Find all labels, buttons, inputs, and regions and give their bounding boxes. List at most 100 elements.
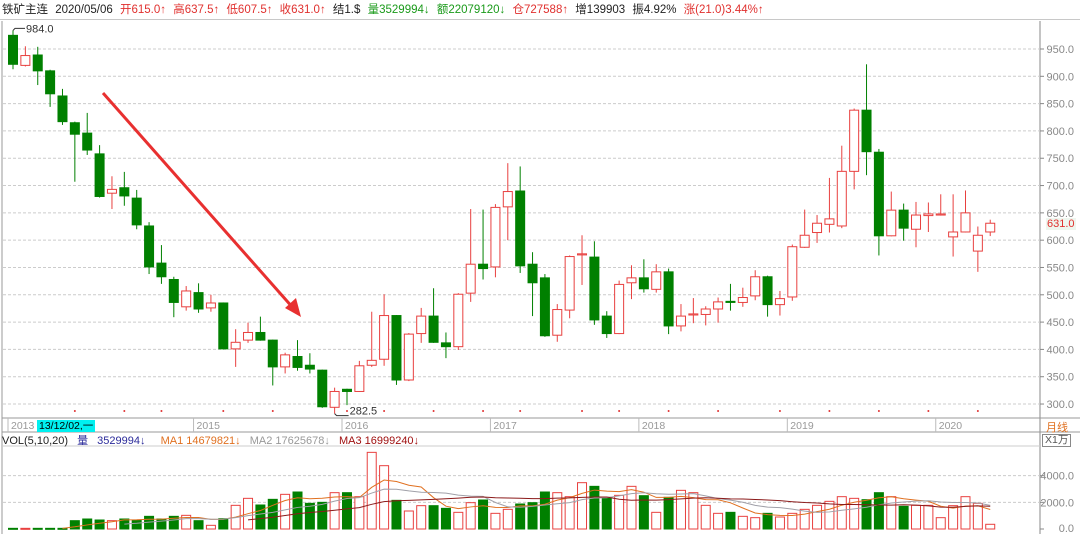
candle-body [774, 298, 785, 306]
volume-bar [799, 508, 810, 530]
candle [255, 316, 266, 341]
candle [317, 369, 328, 408]
volume-bar [453, 511, 464, 530]
candle [527, 252, 538, 317]
event-marker [160, 410, 163, 412]
candle-body [119, 187, 130, 197]
price-tick-label: 550.0 [1046, 262, 1074, 274]
candle-body [923, 213, 934, 217]
candle-body [589, 256, 600, 321]
candle [280, 352, 291, 374]
volume-bar [713, 512, 724, 530]
candle-body [737, 297, 748, 303]
volume-bar [539, 491, 550, 530]
candle-body [552, 309, 563, 336]
volume-bar [341, 492, 352, 530]
candle-body [366, 359, 377, 366]
volume-bar [849, 497, 860, 530]
candle [577, 235, 588, 285]
candle-body [638, 277, 649, 290]
candle [243, 322, 254, 343]
volume-bar [762, 512, 773, 530]
candle-body [849, 109, 860, 172]
candle [824, 177, 835, 233]
volume-bar [292, 491, 303, 530]
candle-body [379, 315, 390, 360]
candle-body [688, 313, 699, 316]
vol-current: 3529994↓ [97, 435, 146, 447]
year-label: 2015 [197, 420, 221, 432]
candle [515, 166, 526, 273]
candle-body [20, 55, 31, 66]
volume-bar [69, 520, 80, 530]
candle-body [515, 190, 526, 267]
oi-change: 增139903 [575, 4, 626, 16]
open-interest: 仓727588↑ [512, 4, 569, 16]
candle-body [329, 390, 340, 408]
candle-body [725, 300, 736, 303]
candle [218, 302, 229, 350]
candle [688, 298, 699, 324]
volume-bar [552, 492, 563, 530]
settle-price: 结1.$ [332, 4, 361, 16]
volume-bar [57, 527, 68, 530]
price-tick-label: 400.0 [1046, 344, 1074, 356]
candle [267, 339, 278, 386]
volume-bar [651, 511, 662, 530]
candle [391, 314, 402, 385]
candle-body [193, 292, 204, 310]
candle [181, 286, 192, 311]
volume-bar [614, 494, 625, 530]
price-tick-label: 300.0 [1046, 399, 1074, 411]
candle [69, 121, 80, 182]
volume-header: VOL(5,10,20) 量 3529994↓ MA1 14679821↓ MA… [2, 434, 425, 448]
low-price: 低607.5↑ [226, 4, 273, 16]
period-label[interactable]: 月线 [1046, 422, 1068, 434]
candle [923, 202, 934, 232]
candle [774, 290, 785, 316]
candle-body [69, 122, 80, 135]
candle-body [527, 263, 538, 284]
volume-bar [861, 499, 872, 530]
volume-bar [45, 527, 56, 530]
volume-bar [428, 505, 439, 530]
candle [329, 387, 340, 414]
candle-body [601, 315, 612, 335]
candle-body [861, 109, 872, 153]
candle [144, 222, 155, 275]
candle [564, 255, 575, 319]
volume-bar [589, 485, 600, 530]
volume-ma10-line [124, 488, 991, 525]
candle [911, 201, 922, 248]
volume-bar [515, 503, 526, 530]
quote-date: 2020/05/06 [55, 4, 113, 16]
price-tick-label: 450.0 [1046, 317, 1074, 329]
volume-bar [527, 502, 538, 530]
volume-bar [379, 465, 390, 530]
volume-bar [490, 512, 501, 530]
price-tick-label: 500.0 [1046, 290, 1074, 302]
volume-bar [280, 493, 291, 530]
candle [737, 287, 748, 307]
close-price: 收631.0↑ [279, 4, 326, 16]
candle [725, 283, 736, 311]
volume-unit-label: X1万 [1042, 434, 1072, 447]
candle [292, 340, 303, 371]
candle [638, 259, 649, 293]
candle-body [440, 342, 451, 348]
volume-bar [94, 519, 105, 530]
event-marker [618, 410, 621, 412]
candle [935, 194, 946, 216]
volume-bar [812, 504, 823, 530]
volume-bar [948, 505, 959, 530]
candle-body [416, 315, 427, 335]
symbol-name: 铁矿主连 [2, 4, 48, 16]
candle-body [577, 253, 588, 256]
event-marker [877, 410, 880, 412]
candle-body [230, 341, 241, 350]
candle-body [403, 333, 414, 381]
volume-bar [502, 508, 513, 530]
candle [849, 108, 860, 190]
candle-body [898, 209, 909, 229]
